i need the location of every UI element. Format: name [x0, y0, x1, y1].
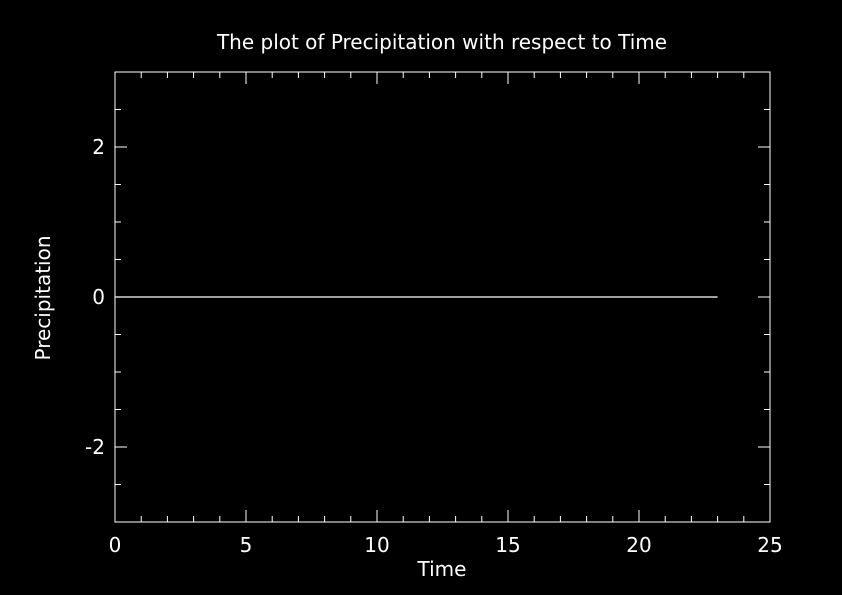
- y-tick-label: 2: [92, 135, 105, 159]
- x-tick-label: 0: [109, 533, 122, 557]
- x-tick-label: 15: [495, 533, 520, 557]
- y-tick-label: 0: [92, 285, 105, 309]
- y-axis: -2 0 2: [85, 71, 770, 523]
- x-tick-label: 20: [626, 533, 651, 557]
- chart-title: The plot of Precipitation with respect t…: [216, 30, 667, 54]
- x-tick-label: 10: [364, 533, 389, 557]
- y-axis-label: Precipitation: [31, 235, 55, 360]
- y-tick-label: -2: [85, 435, 105, 459]
- x-axis-label: Time: [417, 557, 467, 581]
- x-axis: 0 5 10 15 20 25: [109, 72, 783, 557]
- x-tick-label: 25: [757, 533, 782, 557]
- x-tick-label: 5: [240, 533, 253, 557]
